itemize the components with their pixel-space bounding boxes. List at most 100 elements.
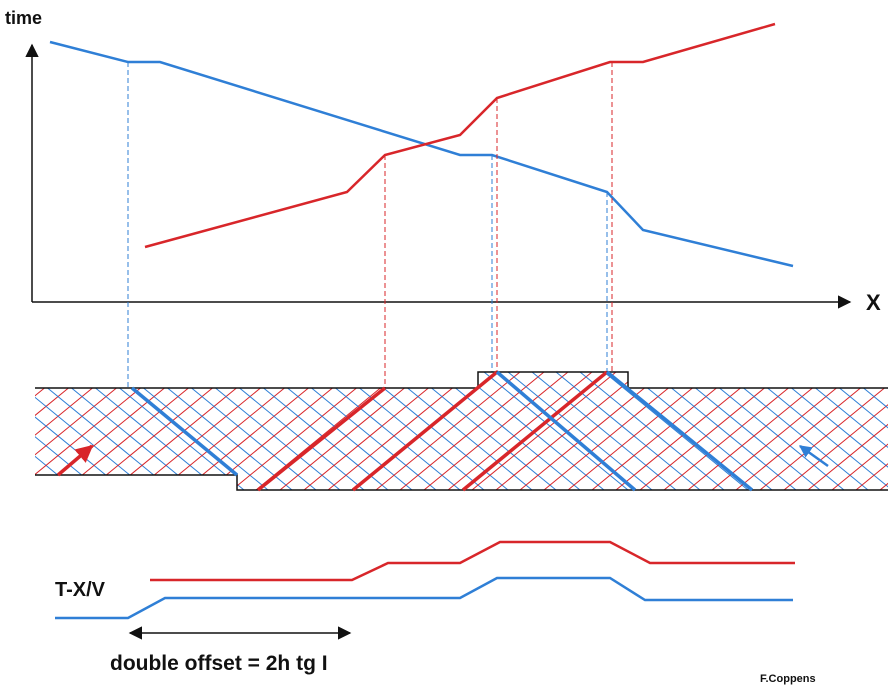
hatch-line (339, 372, 485, 490)
hatch-line (219, 372, 365, 490)
hatch-line (315, 372, 461, 490)
hatch-line (723, 372, 869, 490)
hatch-line (0, 372, 4, 490)
hatch-line (663, 372, 809, 490)
hatch-line (807, 372, 888, 490)
hatch-line (579, 372, 725, 490)
blue-arrow (798, 444, 829, 468)
red-ray (461, 370, 609, 492)
hatch-line (303, 372, 449, 490)
hatch-line (603, 372, 749, 490)
hatch-line (615, 372, 761, 490)
hatch-line (171, 372, 317, 490)
hatch-line (651, 372, 797, 490)
hatch-line (75, 372, 221, 490)
hatch-line (711, 372, 857, 490)
hatch-line (135, 372, 281, 490)
hatch-line (843, 372, 888, 490)
hatch-line (735, 372, 881, 490)
hatch-line (423, 372, 569, 490)
x-label: X (866, 290, 881, 315)
hatch-line (147, 372, 293, 490)
hatch-line (35, 372, 89, 490)
hatch-line (183, 372, 329, 490)
hatch-line (0, 372, 28, 490)
hatch-line (591, 372, 737, 490)
hatch-line (471, 372, 617, 490)
hatch-line (447, 372, 593, 490)
hatch-line (35, 372, 41, 490)
hatch-line (771, 372, 888, 490)
hatch-line (531, 372, 677, 490)
hatch-line (35, 372, 149, 490)
hatch-line (0, 372, 16, 490)
hatch-line (35, 372, 173, 490)
hatch-line (327, 372, 473, 490)
hatch-line (35, 372, 53, 490)
hatch-line (759, 372, 888, 490)
blue-traveltime (49, 40, 794, 268)
hatch-line (231, 372, 377, 490)
hatch-line (675, 372, 821, 490)
hatch-line (387, 372, 533, 490)
hatch-line (87, 372, 233, 490)
hatch-line (783, 372, 888, 490)
hatch-line (507, 372, 653, 490)
credit: F.Coppens (760, 673, 816, 685)
hatch-line (35, 372, 161, 490)
red-arrow (56, 444, 94, 477)
hatch-line (831, 372, 888, 490)
hatch-line (375, 372, 521, 490)
tx-label: T-X/V (55, 579, 106, 601)
refractor (35, 474, 888, 491)
blue-ray (605, 370, 754, 492)
hatch-line (159, 372, 305, 490)
hatch-line (699, 372, 845, 490)
hatch-line (363, 372, 509, 490)
hatch-line (63, 372, 209, 490)
hatch-line (279, 372, 425, 490)
hatch-line (35, 372, 113, 490)
hatch-line (123, 372, 269, 490)
red-ray (256, 386, 387, 492)
red-ray (351, 370, 499, 492)
hatch-line (35, 372, 125, 490)
hatch-line (747, 372, 888, 490)
hatch-line (411, 372, 557, 490)
hatch-line (35, 372, 77, 490)
blue-ray (495, 370, 637, 492)
hatch-line (543, 372, 689, 490)
hatch-line (819, 372, 888, 490)
blue-ray (130, 386, 239, 477)
hatch-line (567, 372, 713, 490)
hatch-line (99, 372, 245, 490)
hatch-line (795, 372, 888, 490)
hatch-line (291, 372, 437, 490)
hatch-line (459, 372, 605, 490)
hatch-line (51, 372, 197, 490)
red-delay (150, 540, 795, 582)
blue-delay (55, 576, 793, 620)
hatch-line (35, 372, 101, 490)
hatch-line (855, 372, 888, 490)
rays (56, 370, 829, 492)
hatch-line (267, 372, 413, 490)
hatch-line (519, 372, 665, 490)
red-traveltime (144, 22, 776, 249)
projections (127, 62, 613, 388)
hatch-line (35, 372, 65, 490)
hatch-line (195, 372, 341, 490)
hatch-line (627, 372, 773, 490)
hatch-line (639, 372, 785, 490)
hatch-line (243, 372, 389, 490)
hatch-line (399, 372, 545, 490)
hatch-line (687, 372, 833, 490)
offset-label: double offset = 2h tg I (110, 652, 328, 675)
hatch-line (435, 372, 581, 490)
hatch-line (35, 372, 137, 490)
time-label: time (5, 8, 42, 28)
hatch-line (483, 372, 629, 490)
hatch-line (555, 372, 701, 490)
